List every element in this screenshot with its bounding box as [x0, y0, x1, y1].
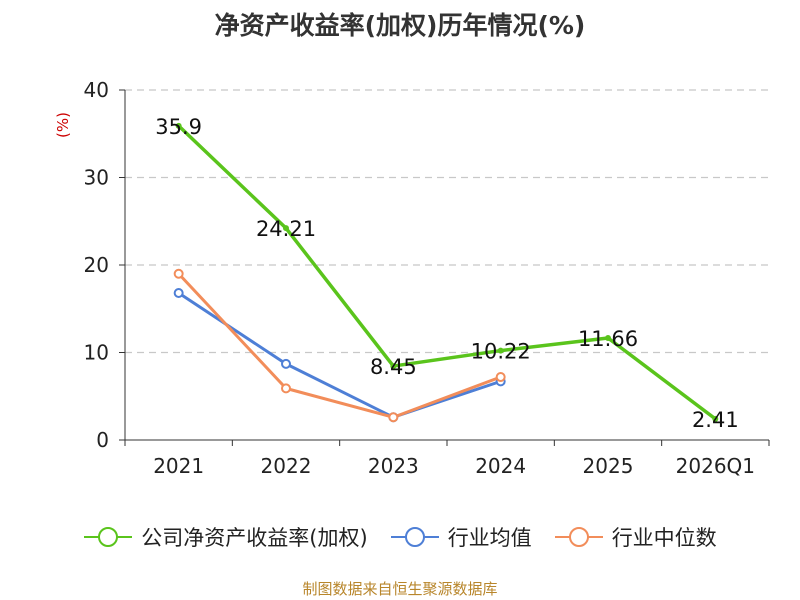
source-note: 制图数据来自恒生聚源数据库 — [302, 580, 498, 598]
y-tick-label: 30 — [84, 166, 109, 190]
y-tick-label: 10 — [84, 341, 109, 365]
data-label: 24.21 — [256, 217, 316, 241]
x-tick-label: 2023 — [368, 454, 419, 478]
legend: 公司净资产收益率(加权) 行业均值 行业中位数 — [0, 519, 800, 555]
x-tick-label: 2026Q1 — [676, 454, 755, 478]
series-line — [177, 291, 502, 419]
legend-label: 公司净资产收益率(加权) — [141, 526, 368, 550]
data-label: 35.9 — [155, 115, 202, 139]
legend-marker-icon — [554, 527, 603, 547]
y-tick-label: 40 — [84, 78, 109, 102]
legend-circle — [98, 527, 119, 547]
data-point — [173, 268, 184, 279]
x-tick-label: 2024 — [475, 454, 526, 478]
chart-title: 净资产收益率(加权)历年情况(%) — [214, 11, 586, 40]
data-point — [712, 415, 719, 422]
data-point — [173, 288, 184, 298]
data-label: 2.41 — [692, 408, 739, 432]
data-point — [495, 372, 506, 382]
data-point — [175, 122, 182, 129]
legend-item[interactable]: 公司净资产收益率(加权) — [83, 522, 368, 552]
data-point — [497, 347, 504, 354]
data-point — [283, 225, 289, 232]
x-tick-label: 2025 — [583, 454, 634, 478]
x-tick-label: 2021 — [153, 454, 204, 478]
legend-label: 行业中位数 — [611, 526, 717, 550]
legend-marker-icon — [390, 527, 439, 547]
y-tick-label: 0 — [96, 428, 109, 452]
data-label: 8.45 — [370, 355, 417, 379]
legend-circle — [404, 527, 425, 547]
data-labels: 35.9 24.21 8.45 10.22 11.66 2.41 — [155, 115, 738, 432]
series — [173, 122, 719, 423]
series-line — [177, 124, 717, 421]
series-line — [177, 272, 502, 419]
data-label: 10.22 — [471, 340, 531, 364]
legend-circle — [568, 527, 589, 547]
data-point — [281, 383, 291, 394]
series-0 — [175, 122, 719, 422]
data-point — [390, 363, 397, 370]
legend-item[interactable]: 行业均值 — [390, 522, 532, 552]
legend-item[interactable]: 行业中位数 — [554, 522, 717, 552]
x-tick-label: 2022 — [261, 454, 312, 478]
data-point — [605, 334, 611, 341]
series-2 — [173, 268, 506, 423]
y-tick-label: 20 — [84, 253, 109, 277]
data-point — [281, 358, 291, 369]
tick-labels: 0 10 20 30 40 2021 2022 2023 2024 2025 2026Q1 — [84, 78, 770, 478]
gridlines — [125, 89, 769, 354]
data-label: 11.66 — [578, 327, 638, 351]
legend-marker-icon — [84, 527, 133, 547]
legend-label: 行业均值 — [447, 526, 532, 550]
y-axis-label: (%) — [54, 112, 72, 138]
data-point — [388, 412, 399, 423]
